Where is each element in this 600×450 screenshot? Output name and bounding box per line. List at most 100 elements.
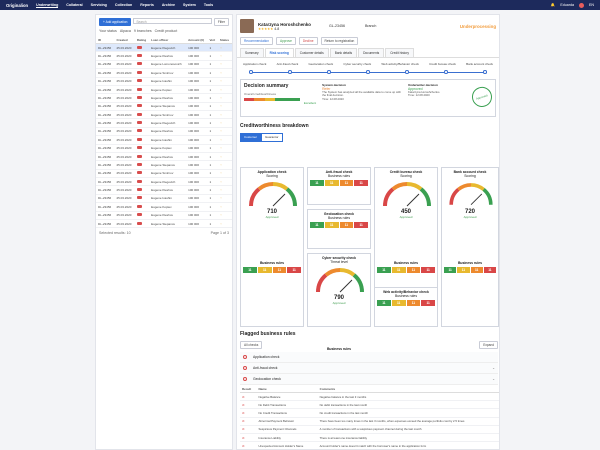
fail-icon: ⊘ [240,392,257,402]
nav-item[interactable]: Archive [161,3,176,7]
column-header[interactable]: Vert [207,36,218,44]
column-header[interactable]: Amount (€) [186,36,208,44]
add-application-button[interactable]: + Add application [99,18,132,26]
column-header[interactable]: Rating [134,36,150,44]
checks-filter[interactable]: All checks [240,341,263,349]
table-row[interactable]: DL-23456 25.03.2020 Eugene Kleshov 100 000 1… [96,127,232,137]
brand-logo[interactable]: Originalion [6,2,29,8]
tab[interactable]: Summary [240,48,264,57]
segment-button[interactable]: Customer [240,132,262,142]
row-rating [134,127,150,137]
nav-item[interactable]: Tools [203,3,214,7]
table-row[interactable]: DL-23456 25.03.2020 Eugene Smirnov 100 000 1… [96,110,232,120]
action-button[interactable]: Return to registration [320,37,359,45]
table-row[interactable]: DL-23456 25.03.2020 Eugene Smirnov 100 000 1… [96,68,232,78]
nav-item[interactable]: Servicing [90,3,107,7]
filter-chip[interactable]: Alpaca [119,29,131,33]
step-label[interactable]: Application check [243,62,267,66]
filter-chip[interactable]: 9 branches [133,29,152,33]
step-dot[interactable] [444,70,448,74]
table-row[interactable]: DL-23456 25.03.2020 Eugene Klegovich 100 00… [96,43,232,53]
table-row[interactable]: DL-23456 25.03.2020 Eugene Lomonosovich 100… [96,60,232,70]
search-input[interactable]: Search [133,18,212,24]
table-row[interactable]: DL-23456 25.03.2020 Eugene Kleshov 100 000 1… [96,152,232,162]
table-row[interactable]: DL-23456 25.03.2020 Eugene Kleshov 100 000 1… [96,93,232,103]
row-vert: 1 [207,211,218,220]
tab[interactable]: Credit history [385,48,414,57]
nav-item[interactable]: Reports [140,3,154,7]
check-card[interactable]: Cyber security check Threat level 790 Appro… [307,253,371,359]
table-row[interactable]: DL-23456 25.03.2020 Eugene Ivashin 100 000 1… [96,77,232,86]
filter-chip[interactable]: Your status [99,29,117,33]
action-button[interactable]: Approve [275,37,296,45]
action-button[interactable]: Recommendation [240,37,273,45]
filter-chip[interactable]: Credit product [154,29,178,33]
step-dot[interactable] [405,70,409,74]
nav-item[interactable]: System [183,3,196,7]
nav-item[interactable]: Collateral [66,3,83,7]
step-label[interactable]: Bank account check [466,62,493,66]
avatar[interactable] [579,2,584,8]
row-created: 25.03.2020 [114,102,135,112]
check-card[interactable]: Geolocation check Business rules 11 11 11 11 [307,209,371,249]
card-title: Bank account check [453,170,487,174]
column-header[interactable]: Created [114,36,135,44]
nav-item[interactable]: Collection [114,3,133,7]
table-row[interactable]: DL-23456 25.03.2020 Eugene Stepanov 100 000… [96,102,232,112]
bell-icon[interactable]: 🔔 [550,3,556,7]
accordion-item[interactable]: Geolocation check ⌄ [240,374,498,385]
table-row[interactable]: DL-23456 25.03.2020 Eugene Koptev 100 000 1 ◔ [96,202,232,212]
step-label[interactable]: Web activity/Behavior check [381,62,419,66]
card-details [444,223,496,261]
table-row[interactable]: DL-23456 25.03.2020 Eugene Koptev 100 000 1 ◔ [96,144,232,153]
table-row[interactable]: DL-23456 25.03.2020 Eugene Stepanov 100 000… [96,219,232,229]
tab[interactable]: Customer details [294,48,329,57]
accordion-item[interactable]: Anti-fraud check ⌄ [240,363,498,374]
table-row[interactable]: DL-23456 25.03.2020 Eugene Klegovich 100 00… [96,118,232,128]
table-row[interactable]: DL-23456 25.03.2020 Eugene Smirnov 100 000 1… [96,169,232,179]
row-rating [134,118,150,128]
tab[interactable]: Bank details [329,48,358,57]
step-label[interactable]: Anti-fraud check [276,62,299,66]
table-row[interactable]: DL-23456 25.03.2020 Eugene Kleshov 100 000 1… [96,51,232,61]
status-icon: ◔ [217,93,232,103]
check-card[interactable]: Web activity/Behavior check Business rule… [374,287,438,327]
table-row[interactable]: DL-23456 25.03.2020 Eugene Ivashin 100 000 1… [96,135,232,145]
table-row[interactable]: DL-23456 25.03.2020 Eugene Klegovich 100 00… [96,177,232,187]
tab[interactable]: Documents [358,48,385,57]
table-row[interactable]: DL-23456 25.03.2020 Eugene Stepanov 100 000… [96,160,232,170]
step-label[interactable]: Cyber security check [343,62,372,66]
nav-item[interactable]: Underwriting [36,3,59,8]
segment-button[interactable]: Guarantor [261,132,283,142]
step-dot[interactable] [288,70,292,74]
user-name[interactable]: Eduarda [560,3,574,7]
card-subtitle: Scoring [464,174,476,178]
column-header[interactable]: ID [96,36,115,44]
language-select[interactable]: EN [589,3,594,7]
check-card[interactable]: Anti-fraud check Business rules 11 11 11 11 [307,167,371,205]
rating-badge [136,162,142,166]
table-row[interactable]: DL-23456 25.03.2020 Eugene Ivashin 100 000 1… [96,194,232,204]
step-label[interactable]: Geolocation check [308,62,334,66]
step-label[interactable]: Credit bureau check [429,62,456,66]
filter-button[interactable]: Filter [213,18,229,26]
table-row[interactable]: DL-23456 25.03.2020 Eugene Kleshov 100 000 1… [96,185,232,195]
step-dot[interactable] [327,70,331,74]
tab[interactable]: Risk scoring [264,48,294,57]
row-amount: 100 000 [186,211,208,220]
expand-button[interactable]: Expand [479,341,498,349]
action-button[interactable]: Decline [298,37,318,45]
chevron-down-icon[interactable]: ⌄ [492,377,495,381]
pagination[interactable]: Page 1 of 3 [210,231,229,236]
check-card[interactable]: Application check Scoring 710 Approved Busin… [240,167,304,327]
chevron-down-icon[interactable]: ⌄ [492,366,495,370]
step-dot[interactable] [249,70,253,74]
step-dot[interactable] [366,70,370,74]
column-header[interactable]: Loan officer [149,36,187,44]
step-dot[interactable] [483,70,487,74]
table-row[interactable]: DL-23456 25.03.2020 Eugene Kleshov 100 000 1… [96,211,232,220]
check-card[interactable]: Bank account check Scoring 720 Approved Busi… [441,167,499,327]
table-row[interactable]: DL-23456 25.03.2020 Eugene Koptev 100 000 1 ◔ [96,85,232,95]
accordion-item[interactable]: Application check [240,352,498,363]
column-header[interactable]: Status [217,36,232,44]
